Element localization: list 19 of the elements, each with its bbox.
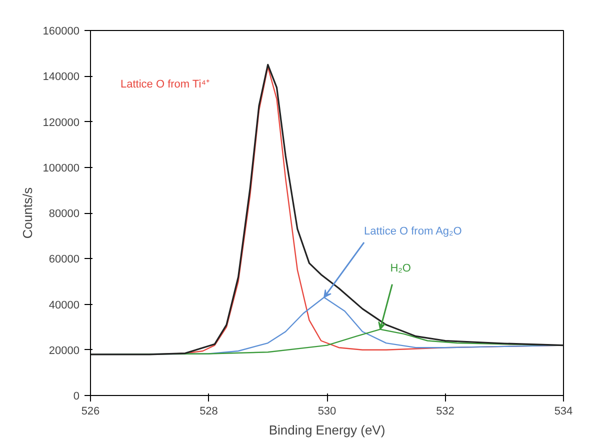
x-tick-label: 530 — [318, 406, 336, 418]
y-tick-label: 60000 — [48, 254, 80, 266]
x-tick-label: 526 — [81, 406, 100, 418]
annotation: Lattice O from Ag₂O — [364, 225, 462, 238]
y-tick-label: 100000 — [42, 162, 80, 174]
annotation: Lattice O from Ti⁴⁺ — [120, 78, 210, 90]
y-tick-label: 80000 — [48, 208, 80, 220]
y-axis-title: Counts/s — [20, 186, 35, 239]
x-tick-label: 534 — [554, 406, 573, 418]
annotation: H₂O — [390, 262, 412, 274]
y-tick-label: 20000 — [48, 344, 80, 357]
x-tick-label: 528 — [200, 406, 218, 418]
x-axis-title: Binding Energy (eV) — [268, 422, 386, 438]
y-tick-label: 160000 — [42, 26, 80, 38]
y-tick-label: 140000 — [42, 71, 80, 84]
x-tick-label: 532 — [436, 406, 454, 418]
y-tick-label: 0 — [73, 390, 80, 402]
y-tick-label: 120000 — [42, 116, 80, 129]
y-tick-label: 40000 — [48, 299, 80, 312]
